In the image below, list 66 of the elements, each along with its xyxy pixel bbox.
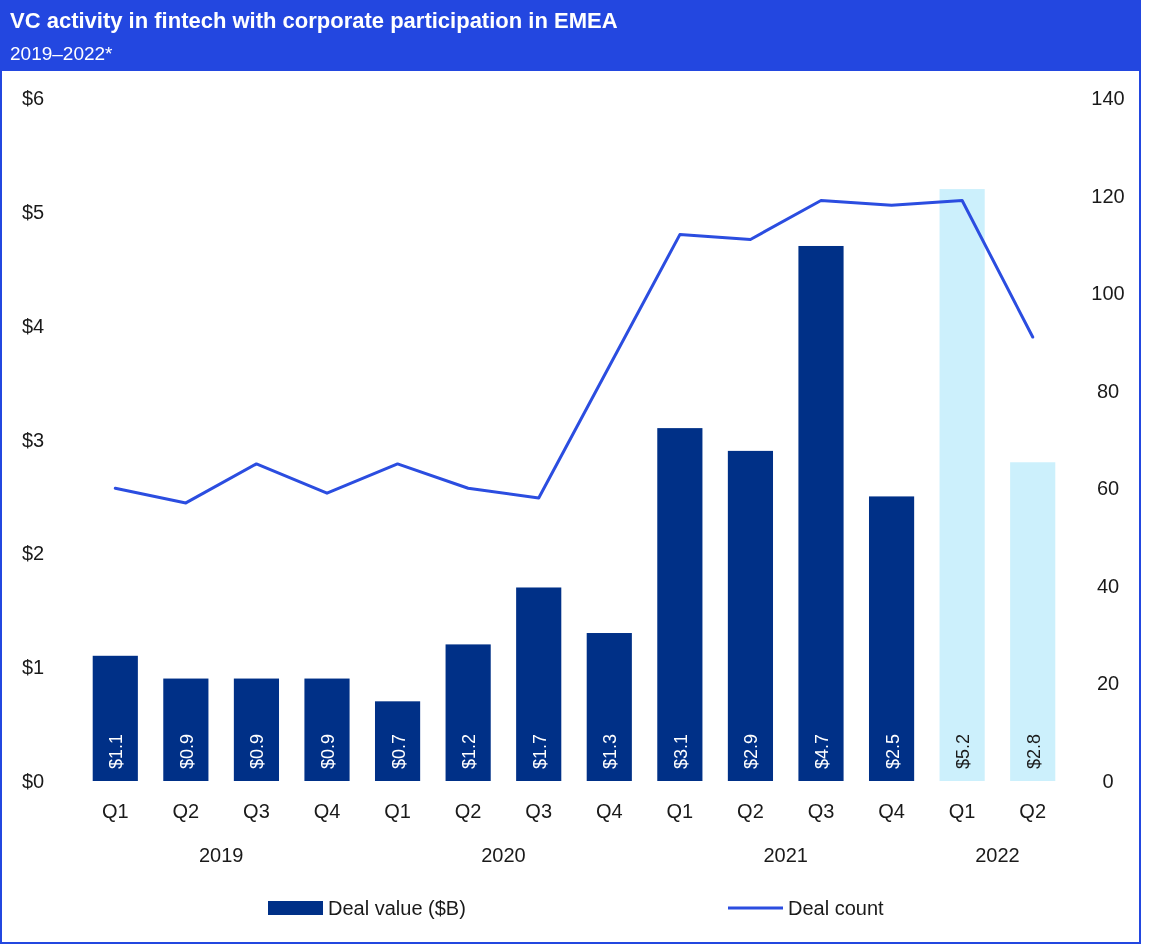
bar xyxy=(374,701,421,781)
y-tick-label: $3 xyxy=(22,428,45,451)
x-tick-label: Q2 xyxy=(1019,800,1047,822)
y2-tick-label: 20 xyxy=(1096,672,1120,695)
text: 2022 xyxy=(975,844,1020,866)
bar xyxy=(92,655,138,781)
data-label: $5.2 xyxy=(953,733,974,769)
y2-tick-label: 40 xyxy=(1096,574,1120,597)
x-tick-label: Q1 xyxy=(101,800,129,822)
bar xyxy=(939,189,985,781)
y-tick-label: $5 xyxy=(22,200,45,223)
bar xyxy=(516,587,562,781)
y2-tick-label: 100 xyxy=(1091,282,1125,305)
bar xyxy=(868,496,915,781)
legend-label: Deal count xyxy=(788,897,885,919)
bar xyxy=(1010,462,1056,781)
y2-tick-label: 140 xyxy=(1091,87,1125,109)
data-label: $0.9 xyxy=(247,733,268,769)
line-series xyxy=(113,198,1035,505)
data-label: $2.5 xyxy=(882,733,903,769)
x-tick-label: Q1 xyxy=(948,800,976,822)
y2-tick-label: 0 xyxy=(1102,770,1114,792)
bar xyxy=(657,428,703,781)
y-tick-label: $0 xyxy=(22,770,45,792)
bar xyxy=(304,678,350,781)
x-tick-label: Q3 xyxy=(525,800,553,822)
data-label: $1.3 xyxy=(600,733,621,769)
bar xyxy=(163,678,209,781)
x-tick-label: Q4 xyxy=(878,800,905,822)
bar xyxy=(586,633,632,781)
text: 2021 xyxy=(763,844,808,866)
data-label: $0.9 xyxy=(318,733,338,769)
y2-tick-label: 60 xyxy=(1096,477,1120,500)
data-label: $2.8 xyxy=(1023,733,1044,769)
data-label: $0.7 xyxy=(388,733,409,769)
y2-tick-label: 80 xyxy=(1096,379,1120,402)
bar xyxy=(233,678,280,781)
data-label: $1.1 xyxy=(106,733,127,769)
data-label: $2.9 xyxy=(741,733,762,769)
bar xyxy=(798,245,844,781)
x-tick-label: Q2 xyxy=(172,800,200,822)
x-tick-label: Q4 xyxy=(595,800,623,822)
bar xyxy=(445,644,491,781)
x-tick-label: Q3 xyxy=(243,800,270,822)
y-tick-label: $1 xyxy=(22,656,45,679)
legend-label: Deal value ($B) xyxy=(328,897,466,919)
x-tick-label: Q3 xyxy=(807,800,835,822)
y-tick-label: $4 xyxy=(22,314,45,337)
data-label: $4.7 xyxy=(812,733,832,769)
data-label: $1.2 xyxy=(459,733,480,769)
bar xyxy=(727,450,774,781)
data-label: $1.7 xyxy=(529,733,550,769)
data-label: $3.1 xyxy=(670,733,691,769)
y-tick-label: $6 xyxy=(22,87,45,109)
x-tick-label: Q2 xyxy=(454,800,482,822)
chart-subtitle: 2019–2022* xyxy=(10,43,114,64)
y-tick-label: $2 xyxy=(22,542,45,565)
x-tick-label: Q1 xyxy=(384,800,411,822)
y2-tick-label: 120 xyxy=(1091,184,1125,207)
text: 2019 xyxy=(198,844,244,866)
data-label: $0.9 xyxy=(176,733,197,769)
x-tick-label: Q4 xyxy=(313,800,341,822)
chart-title: VC activity in fintech with corporate participation in EMEA xyxy=(10,8,618,33)
text: 2020 xyxy=(481,844,526,866)
x-tick-label: Q1 xyxy=(666,800,694,822)
x-tick-label: Q2 xyxy=(737,800,764,822)
